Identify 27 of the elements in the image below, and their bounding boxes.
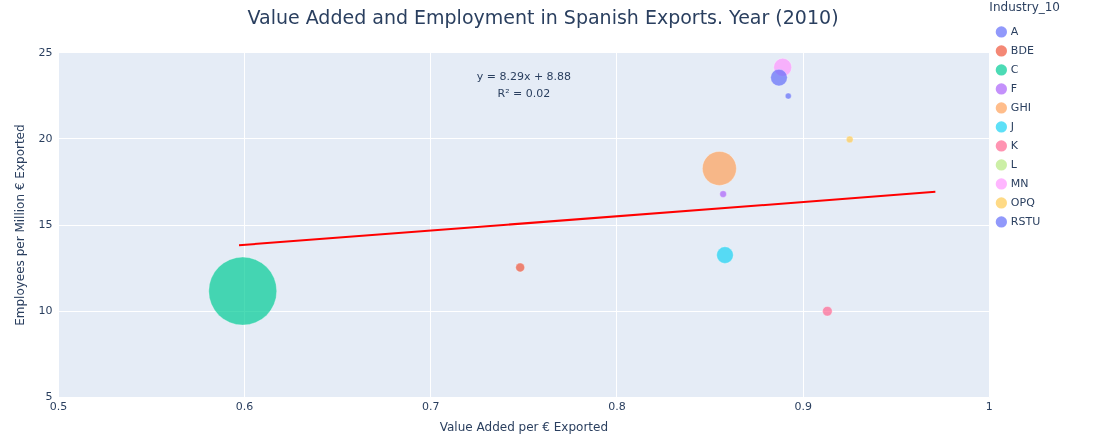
legend-label: A bbox=[1010, 24, 1019, 38]
x-tick-label: 0.6 bbox=[235, 399, 254, 413]
legend-label: J bbox=[1009, 119, 1015, 133]
legend-label: BDE bbox=[1010, 43, 1034, 57]
y-tick-label: 20 bbox=[38, 131, 53, 145]
legend-label: L bbox=[1010, 157, 1018, 171]
y-axis-title: Employees per Million € Exported bbox=[13, 124, 28, 326]
x-axis-title: Value Added per € Exported bbox=[439, 419, 609, 434]
x-tick-label: 0.8 bbox=[608, 399, 626, 413]
y-tick-label: 10 bbox=[38, 304, 53, 318]
x-tick-label: 0.9 bbox=[794, 399, 812, 413]
chart-title: Value Added and Employment in Spanish Exports. Year (2010) bbox=[247, 6, 839, 29]
y-tick-label: 25 bbox=[38, 45, 53, 59]
legend-label: OPQ bbox=[1010, 195, 1036, 209]
legend-label: F bbox=[1010, 81, 1018, 95]
legend-label: GHI bbox=[1010, 100, 1031, 114]
legend-label: RSTU bbox=[1010, 214, 1041, 228]
legend-title: Industry_10 bbox=[989, 0, 1061, 15]
annotation: R² = 0.02 bbox=[497, 86, 551, 100]
legend-label: C bbox=[1010, 62, 1019, 76]
annotation: y = 8.29x + 8.88 bbox=[476, 69, 572, 83]
y-tick-label: 15 bbox=[38, 217, 53, 231]
legend-label: K bbox=[1010, 138, 1019, 152]
x-tick-label: 0.7 bbox=[422, 399, 440, 413]
x-tick-label: 0.5 bbox=[49, 399, 68, 413]
x-tick-label: 1 bbox=[985, 399, 993, 413]
legend-label: MN bbox=[1010, 176, 1029, 190]
